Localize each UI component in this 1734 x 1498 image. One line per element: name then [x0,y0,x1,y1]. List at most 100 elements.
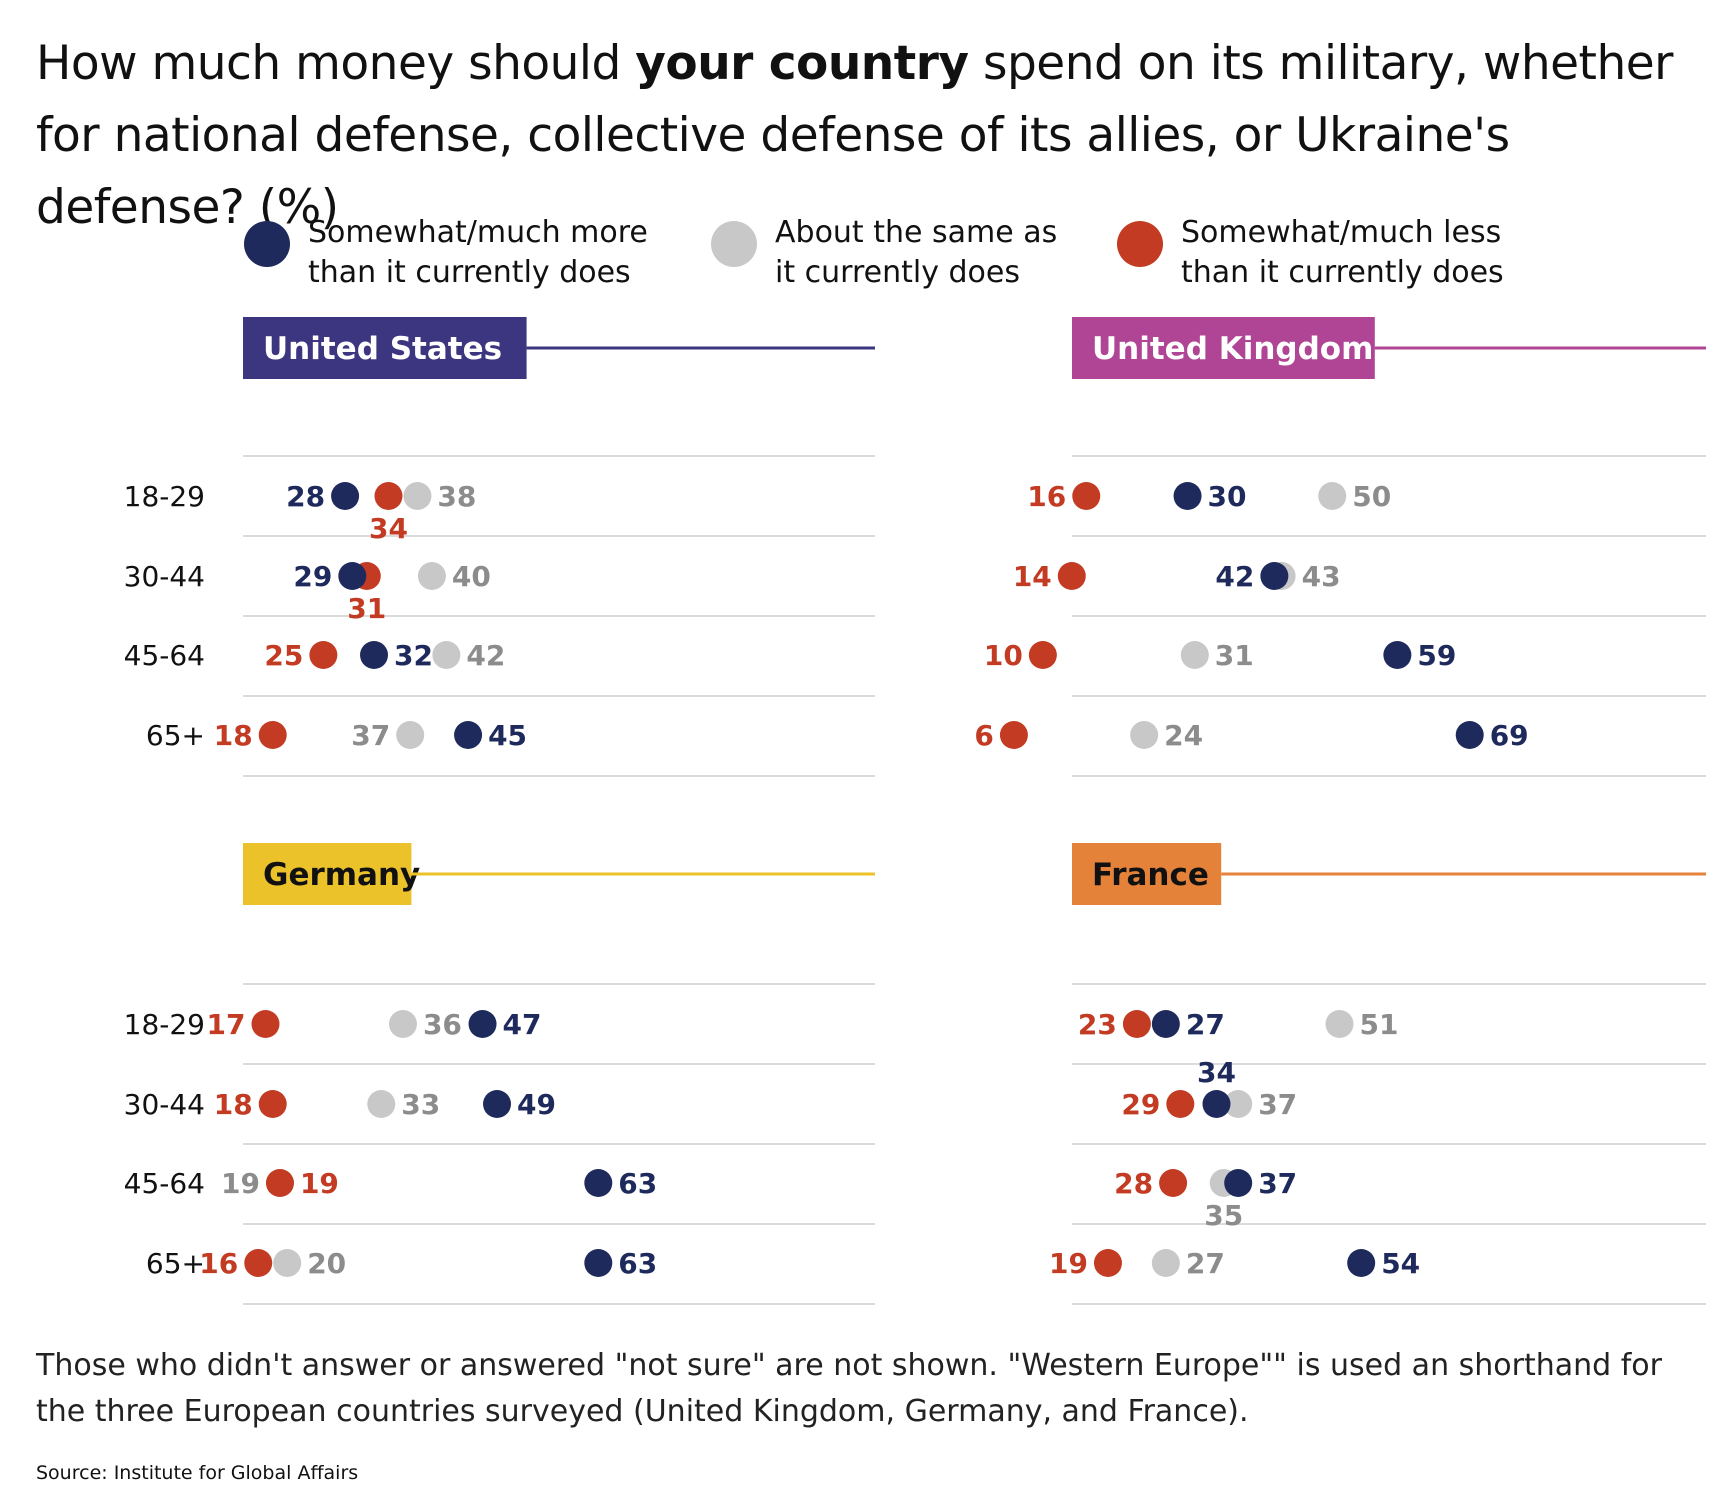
value-label-more: 34 [1197,1056,1236,1089]
panel-title: Germany [263,857,420,893]
value-label-same: 19 [221,1167,260,1200]
value-label-same: 40 [452,560,491,593]
value-label-less: 34 [369,512,408,545]
dot-less [258,1090,287,1118]
dot-less [374,482,403,510]
panel-united-states: United States 18-29 28 34 38 30-44 29 31 40 45-64… [124,317,875,777]
dot-more [468,1010,497,1038]
value-label-less: 23 [1078,1008,1117,1041]
value-label-more: 28 [286,480,325,513]
dot-more [1383,641,1412,669]
dot-same [1325,1010,1354,1038]
value-label-more: 27 [1186,1008,1225,1041]
value-label-same: 51 [1359,1008,1398,1041]
dot-same [1180,641,1209,669]
dot-same [396,721,425,749]
dot-more [1347,1249,1376,1277]
category-label: 18-29 [124,480,205,513]
dot-more [454,721,483,749]
value-label-more: 45 [488,719,527,752]
value-label-less: 14 [1013,560,1052,593]
dot-more [1224,1169,1253,1197]
category-label: 30-44 [124,560,205,593]
panel-title-badge [1072,843,1222,905]
dot-same [432,641,461,669]
value-label-same: 24 [1164,719,1203,752]
value-label-more: 37 [1258,1167,1297,1200]
dot-more [1202,1090,1231,1118]
value-label-less: 16 [1027,480,1066,513]
dot-same [1130,721,1159,749]
dot-less [1057,562,1086,590]
value-label-more: 63 [618,1247,657,1280]
dot-less [1122,1010,1151,1038]
dot-less [309,641,338,669]
dot-less [244,1249,273,1277]
dot-same [403,482,432,510]
value-label-less: 18 [214,719,253,752]
category-label: 18-29 [124,1008,205,1041]
panel-title-badge [243,317,527,379]
dot-more [1173,482,1202,510]
chart-title: How much money should your country spend… [36,28,1716,244]
value-label-same: 36 [423,1008,462,1041]
dot-same [388,1010,417,1038]
category-label: 65+ [146,719,205,752]
value-label-same: 20 [307,1247,346,1280]
dot-more [1260,562,1289,590]
category-label: 45-64 [124,639,205,672]
dot-more [584,1169,613,1197]
dot-less [1072,482,1101,510]
value-label-less: 19 [300,1167,339,1200]
dot-same [1318,482,1347,510]
panel-title: France [1092,857,1209,893]
panel-france: France 23 27 51 29 34 37 28 35 37 19 27 54 [1049,843,1706,1305]
value-label-less: 16 [199,1247,238,1280]
category-label: 30-44 [124,1088,205,1121]
dot-more [331,482,360,510]
dot-same [417,562,446,590]
value-label-same: 35 [1204,1199,1243,1232]
value-label-same: 31 [1215,639,1254,672]
dot-less [1159,1169,1188,1197]
value-label-less: 25 [264,639,303,672]
dot-less [258,721,287,749]
value-label-less: 17 [207,1008,246,1041]
dot-same [1224,1090,1253,1118]
value-label-same: 43 [1302,560,1341,593]
value-label-more: 59 [1417,639,1456,672]
dot-less [1028,641,1057,669]
value-label-more: 32 [394,639,433,672]
footnote: Those who didn't answer or answered "not… [36,1348,1662,1429]
panel-title-badge [243,843,412,905]
value-label-more: 30 [1208,480,1247,513]
value-label-less: 18 [214,1088,253,1121]
value-label-same: 27 [1186,1247,1225,1280]
value-label-more: 54 [1381,1247,1420,1280]
title-part-1: How much money should [36,36,636,91]
category-label: 65+ [146,1247,205,1280]
value-label-more: 42 [1215,560,1254,593]
value-label-same: 38 [437,480,476,513]
value-label-same: 37 [351,719,390,752]
title-part-2: spend on its military, whether for natio… [36,36,1674,235]
value-label-less: 28 [1114,1167,1153,1200]
value-label-less: 10 [984,639,1023,672]
dot-less [251,1010,280,1038]
value-label-more: 69 [1490,719,1529,752]
value-label-same: 42 [466,639,505,672]
value-label-less: 6 [974,719,993,752]
value-label-same: 37 [1258,1088,1297,1121]
value-label-less: 19 [1049,1247,1088,1280]
dot-less [1166,1090,1195,1118]
panel-title-badge [1072,317,1375,379]
panel-united-kingdom: United Kingdom 16 30 50 14 42 43 10 31 59 6 24 69 [974,317,1706,777]
source-note: Source: Institute for Global Affairs [36,1462,359,1484]
value-label-same: 33 [401,1088,440,1121]
dot-less [1093,1249,1122,1277]
panel-germany: Germany 18-29 17 36 47 30-44 18 33 49 45-64 19 19 63… [124,843,875,1305]
panel-title: United Kingdom [1092,331,1373,367]
dot-more [1151,1010,1180,1038]
value-label-more: 47 [503,1008,542,1041]
